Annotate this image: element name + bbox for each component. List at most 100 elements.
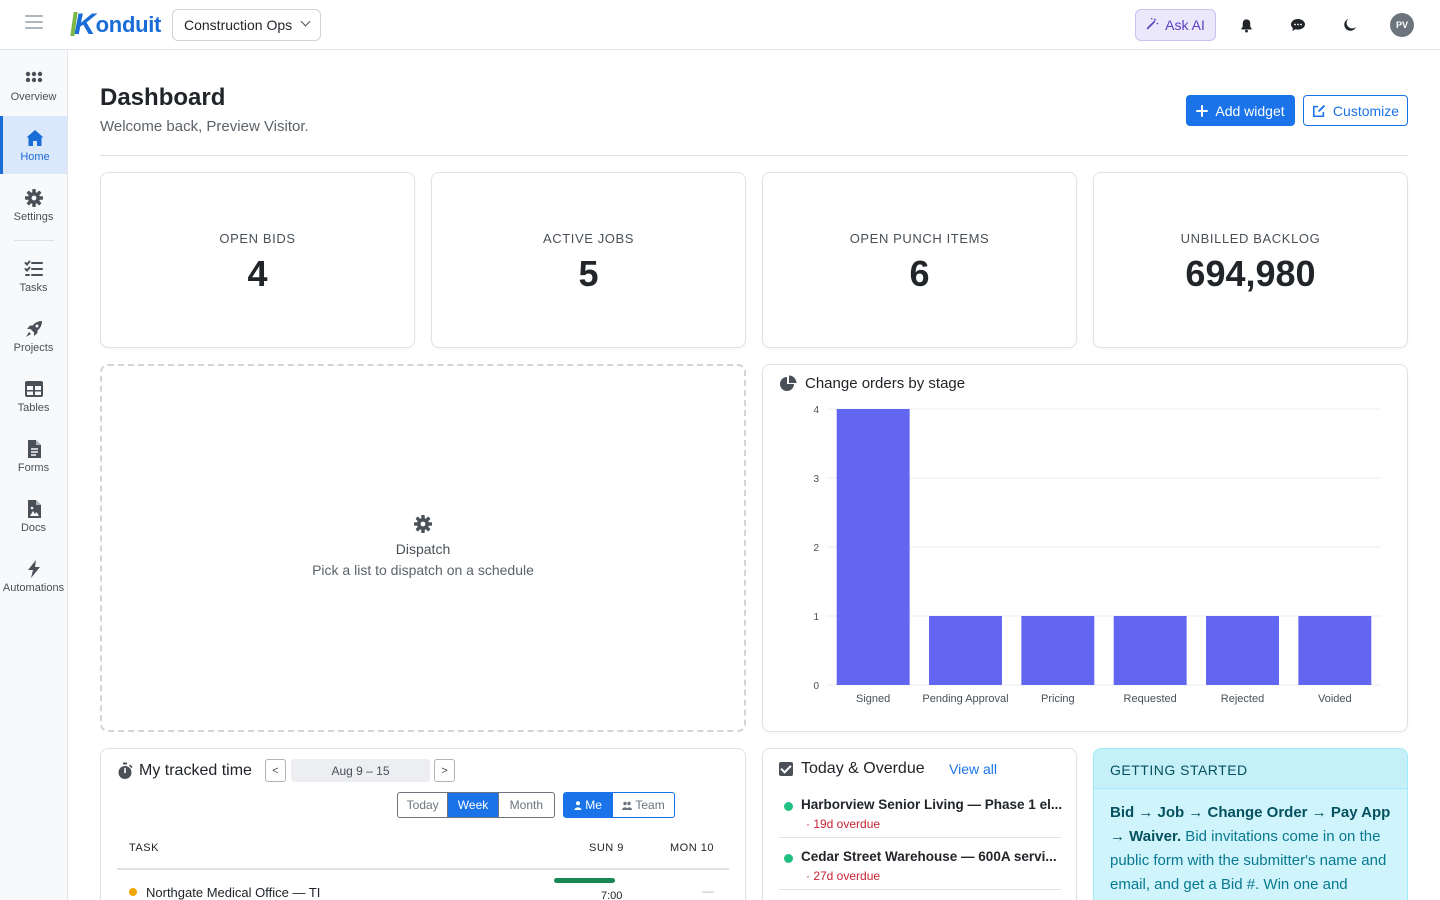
kpi-label: ACTIVE JOBS [542, 231, 635, 246]
dispatch-subtitle: Pick a list to dispatch on a schedule [312, 562, 534, 578]
bolt-icon [27, 559, 40, 578]
sidebar-item-automations[interactable]: Automations [0, 547, 67, 605]
list-item[interactable]: Harborview Senior Living — Phase 1 el...… [779, 797, 1062, 833]
bar [1113, 616, 1187, 685]
sidebar-item-tasks[interactable]: Tasks [0, 247, 67, 305]
list-divider [779, 837, 1061, 838]
table-header-divider [117, 868, 729, 870]
magic-wand-icon [1146, 17, 1159, 33]
kpi-label: OPEN PUNCH ITEMS [849, 231, 990, 246]
bell-icon[interactable] [1235, 14, 1257, 36]
brand-initial: K [70, 10, 96, 40]
status-dot [784, 802, 793, 811]
change-orders-chart-card: Change orders by stage 0 1 2 3 4 Signed Pendin… [762, 364, 1408, 732]
today-overdue-title: Today & Overdue [801, 760, 925, 777]
time-value: 7:00 [601, 890, 623, 900]
sidebar-item-label: Docs [20, 521, 47, 534]
sidebar-item-label: Tables [17, 401, 50, 414]
x-tick-label: Signed [856, 693, 890, 705]
task-name[interactable]: Northgate Medical Office — TI [146, 885, 321, 900]
form-icon [27, 439, 41, 458]
sidebar: Overview Home Settings Tasks Projects Ta… [0, 50, 68, 900]
sidebar-item-label: Settings [13, 210, 54, 223]
stopwatch-icon [118, 762, 133, 779]
brand-name: onduit [95, 12, 162, 37]
sidebar-item-label: Overview [10, 90, 57, 103]
scope-team[interactable]: Team [613, 793, 674, 817]
status-dot [784, 854, 793, 863]
y-tick-label: 2 [813, 543, 819, 554]
bar [929, 616, 1002, 685]
kpi-value: 6 [909, 253, 930, 294]
brand-logo[interactable]: K onduit [70, 10, 162, 40]
edit-icon [1312, 104, 1326, 117]
sidebar-item-projects[interactable]: Projects [0, 307, 67, 365]
sidebar-item-docs[interactable]: Docs [0, 487, 67, 545]
hamburger-icon[interactable] [25, 15, 43, 33]
y-tick-label: 1 [813, 612, 819, 623]
task-status-dot [129, 888, 137, 896]
kpi-card-open-punch-items[interactable]: OPEN PUNCH ITEMS 6 [762, 172, 1077, 348]
kpi-value: 4 [247, 253, 268, 294]
sidebar-item-label: Home [20, 150, 50, 163]
kpi-card-active-jobs[interactable]: ACTIVE JOBS 5 [431, 172, 746, 348]
sidebar-item-home[interactable]: Home [0, 116, 67, 174]
page-title: Dashboard [100, 84, 226, 111]
period-month[interactable]: Month [509, 798, 544, 812]
sidebar-item-forms[interactable]: Forms [0, 427, 67, 485]
checklist-icon [24, 260, 43, 276]
kpi-value: 694,980 [1185, 253, 1316, 294]
sidebar-item-overview[interactable]: Overview [0, 56, 67, 114]
kpi-card-open-bids[interactable]: OPEN BIDS 4 [100, 172, 415, 348]
users-icon [622, 801, 633, 810]
view-all-link[interactable]: View all [949, 761, 997, 777]
pie-chart-icon [780, 375, 797, 391]
customize-button[interactable]: Customize [1303, 95, 1408, 126]
rocket-icon [25, 320, 42, 337]
ask-ai-button[interactable]: Ask AI [1135, 9, 1216, 41]
period-week[interactable]: Week [448, 793, 499, 817]
tracked-time-card: My tracked time < Aug 9 – 15 > Today Wee… [100, 748, 746, 900]
kpi-value: 5 [578, 253, 599, 294]
grid-icon [25, 71, 42, 82]
home-icon [26, 129, 44, 146]
period-today[interactable]: Today [398, 793, 449, 817]
kpi-label: UNBILLED BACKLOG [1180, 231, 1321, 246]
chevron-right-icon: > [441, 764, 448, 777]
dispatch-title: Dispatch [395, 541, 451, 557]
sidebar-item-label: Projects [13, 341, 54, 354]
y-tick-label: 3 [813, 474, 819, 485]
gear-icon [24, 188, 43, 207]
scope-toggle: Me Team [563, 792, 675, 818]
x-tick-label: Voided [1318, 693, 1352, 705]
y-tick-label: 4 [813, 405, 819, 416]
x-tick-label: Pending Approval [922, 693, 1008, 705]
getting-started-title: GETTING STARTED [1094, 749, 1407, 789]
time-empty: — [702, 884, 714, 898]
chart-title: Change orders by stage [805, 375, 966, 392]
sidebar-item-label: Automations [2, 581, 65, 594]
chevron-left-icon: < [272, 764, 279, 777]
dispatch-widget[interactable]: Dispatch Pick a list to dispatch on a sc… [100, 364, 746, 732]
chat-icon[interactable] [1287, 14, 1309, 36]
plus-icon [1196, 104, 1209, 117]
add-widget-button[interactable]: Add widget [1186, 95, 1295, 126]
bar [1206, 616, 1279, 685]
doc-icon [27, 499, 41, 518]
moon-icon[interactable] [1339, 14, 1361, 36]
next-week-button[interactable]: > [434, 759, 455, 782]
avatar[interactable]: PV [1390, 13, 1414, 37]
list-item[interactable]: Cedar Street Warehouse — 600A servi... ·… [779, 849, 1061, 885]
time-bar [554, 878, 615, 883]
page-subtitle: Welcome back, Preview Visitor. [100, 118, 309, 135]
workspace-select[interactable]: Construction Ops [172, 9, 321, 41]
checkbox-icon [779, 762, 793, 776]
scope-me[interactable]: Me [564, 793, 614, 817]
sidebar-item-tables[interactable]: Tables [0, 367, 67, 425]
sidebar-item-settings[interactable]: Settings [0, 176, 67, 234]
bar [1021, 616, 1095, 685]
top-bar: K onduit Construction Ops Ask AI PV [0, 0, 1440, 50]
kpi-card-unbilled-backlog[interactable]: UNBILLED BACKLOG 694,980 [1093, 172, 1408, 348]
column-header-mon: MON 10 [670, 842, 714, 854]
prev-week-button[interactable]: < [265, 759, 286, 782]
